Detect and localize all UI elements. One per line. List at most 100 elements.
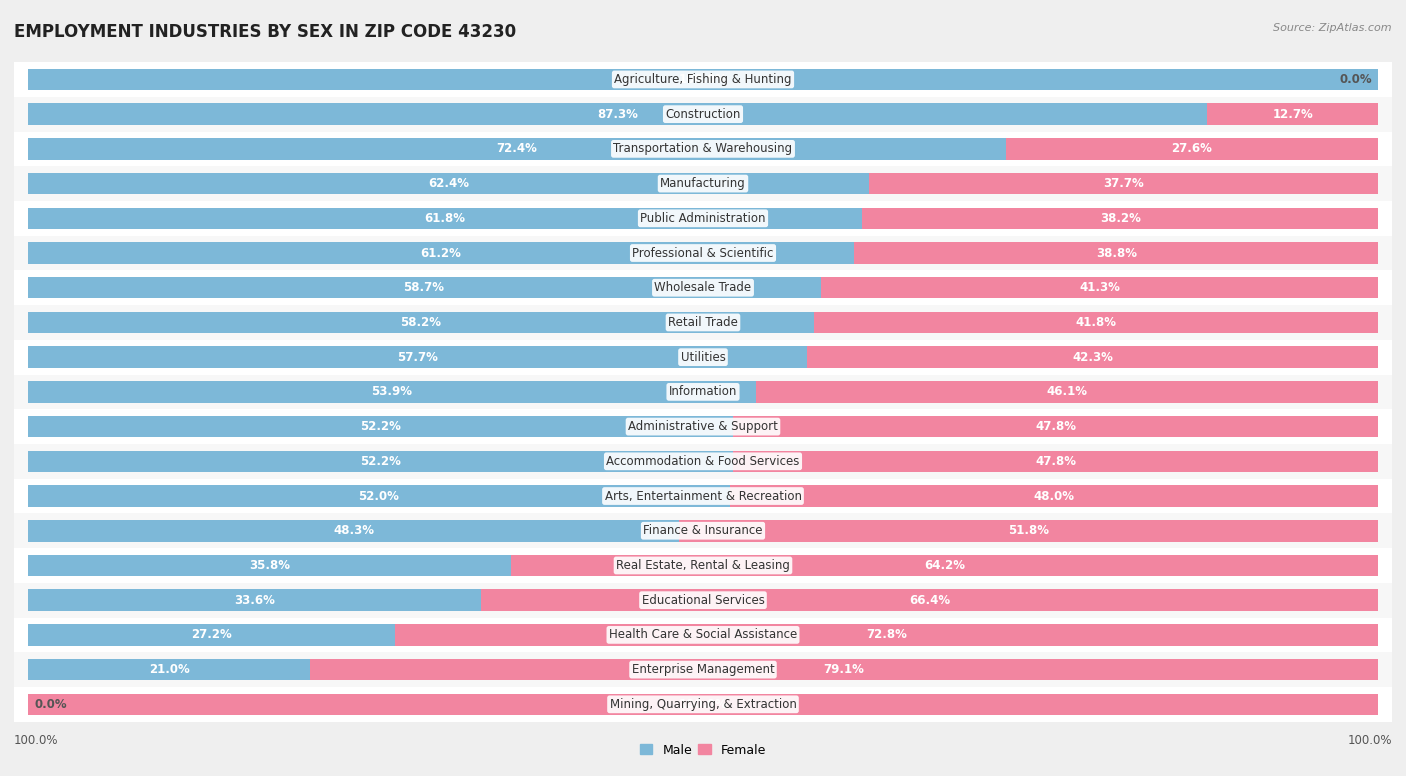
Bar: [14, 340, 1392, 375]
Text: 100.0%: 100.0%: [679, 698, 727, 711]
Bar: [733, 416, 1378, 438]
Bar: [14, 583, 1392, 618]
Text: 57.7%: 57.7%: [396, 351, 437, 364]
Text: Mining, Quarrying, & Extraction: Mining, Quarrying, & Extraction: [610, 698, 796, 711]
Text: 52.2%: 52.2%: [360, 420, 401, 433]
Bar: [14, 409, 1392, 444]
Bar: [28, 694, 1378, 715]
Text: 42.3%: 42.3%: [1073, 351, 1114, 364]
Bar: [14, 305, 1392, 340]
Bar: [14, 548, 1392, 583]
Bar: [14, 444, 1392, 479]
Bar: [862, 207, 1378, 229]
Text: 58.7%: 58.7%: [404, 281, 444, 294]
Bar: [14, 514, 1392, 548]
Bar: [28, 485, 730, 507]
Text: 33.6%: 33.6%: [233, 594, 276, 607]
Text: Finance & Insurance: Finance & Insurance: [644, 525, 762, 537]
Text: 12.7%: 12.7%: [1272, 108, 1313, 120]
Text: 41.3%: 41.3%: [1078, 281, 1121, 294]
Bar: [28, 138, 1005, 160]
Bar: [730, 485, 1378, 507]
Text: 0.0%: 0.0%: [1339, 73, 1372, 86]
Text: Wholesale Trade: Wholesale Trade: [654, 281, 752, 294]
Text: 100.0%: 100.0%: [679, 73, 727, 86]
Bar: [28, 68, 1378, 90]
Bar: [512, 555, 1378, 577]
Bar: [14, 653, 1392, 687]
Bar: [28, 590, 481, 611]
Bar: [28, 277, 821, 299]
Bar: [28, 173, 870, 194]
Text: Transportation & Warehousing: Transportation & Warehousing: [613, 142, 793, 155]
Bar: [14, 62, 1392, 97]
Bar: [679, 520, 1378, 542]
Text: 47.8%: 47.8%: [1035, 420, 1076, 433]
Text: 52.0%: 52.0%: [359, 490, 399, 503]
Bar: [14, 97, 1392, 131]
Text: 61.8%: 61.8%: [425, 212, 465, 225]
Bar: [814, 312, 1378, 333]
Text: Retail Trade: Retail Trade: [668, 316, 738, 329]
Text: 66.4%: 66.4%: [910, 594, 950, 607]
Bar: [309, 659, 1378, 681]
Text: 46.1%: 46.1%: [1046, 386, 1088, 398]
Bar: [28, 242, 855, 264]
Bar: [14, 270, 1392, 305]
Bar: [14, 131, 1392, 166]
Text: 41.8%: 41.8%: [1076, 316, 1116, 329]
Text: 27.6%: 27.6%: [1171, 142, 1212, 155]
Bar: [395, 624, 1378, 646]
Bar: [28, 416, 733, 438]
Text: Source: ZipAtlas.com: Source: ZipAtlas.com: [1274, 23, 1392, 33]
Text: Administrative & Support: Administrative & Support: [628, 420, 778, 433]
Bar: [821, 277, 1378, 299]
Text: Arts, Entertainment & Recreation: Arts, Entertainment & Recreation: [605, 490, 801, 503]
Text: 35.8%: 35.8%: [249, 559, 290, 572]
Text: 27.2%: 27.2%: [191, 629, 232, 642]
Bar: [733, 451, 1378, 472]
Bar: [1005, 138, 1378, 160]
Bar: [28, 451, 733, 472]
Bar: [807, 346, 1378, 368]
Bar: [14, 236, 1392, 270]
Text: 100.0%: 100.0%: [14, 734, 59, 747]
Text: Professional & Scientific: Professional & Scientific: [633, 247, 773, 259]
Bar: [28, 520, 681, 542]
Text: 21.0%: 21.0%: [149, 663, 190, 676]
Text: 87.3%: 87.3%: [596, 108, 638, 120]
Text: 53.9%: 53.9%: [371, 386, 412, 398]
Bar: [481, 590, 1378, 611]
Text: 79.1%: 79.1%: [824, 663, 865, 676]
Bar: [14, 201, 1392, 236]
Text: 64.2%: 64.2%: [924, 559, 966, 572]
Bar: [14, 375, 1392, 409]
Text: 72.8%: 72.8%: [866, 629, 907, 642]
Bar: [869, 173, 1378, 194]
Bar: [14, 687, 1392, 722]
Bar: [855, 242, 1378, 264]
Text: Real Estate, Rental & Leasing: Real Estate, Rental & Leasing: [616, 559, 790, 572]
Text: Information: Information: [669, 386, 737, 398]
Text: 62.4%: 62.4%: [429, 177, 470, 190]
Text: 0.0%: 0.0%: [34, 698, 67, 711]
Bar: [28, 346, 807, 368]
Text: 100.0%: 100.0%: [1347, 734, 1392, 747]
Text: Health Care & Social Assistance: Health Care & Social Assistance: [609, 629, 797, 642]
Bar: [1206, 103, 1378, 125]
Bar: [28, 207, 862, 229]
Text: Construction: Construction: [665, 108, 741, 120]
Text: Utilities: Utilities: [681, 351, 725, 364]
Bar: [28, 659, 311, 681]
Bar: [28, 312, 814, 333]
Text: 38.8%: 38.8%: [1095, 247, 1137, 259]
Text: 47.8%: 47.8%: [1035, 455, 1076, 468]
Text: EMPLOYMENT INDUSTRIES BY SEX IN ZIP CODE 43230: EMPLOYMENT INDUSTRIES BY SEX IN ZIP CODE…: [14, 23, 516, 41]
Text: Agriculture, Fishing & Hunting: Agriculture, Fishing & Hunting: [614, 73, 792, 86]
Text: 61.2%: 61.2%: [420, 247, 461, 259]
Text: Accommodation & Food Services: Accommodation & Food Services: [606, 455, 800, 468]
Bar: [755, 381, 1378, 403]
Bar: [14, 479, 1392, 514]
Text: 72.4%: 72.4%: [496, 142, 537, 155]
Text: 58.2%: 58.2%: [401, 316, 441, 329]
